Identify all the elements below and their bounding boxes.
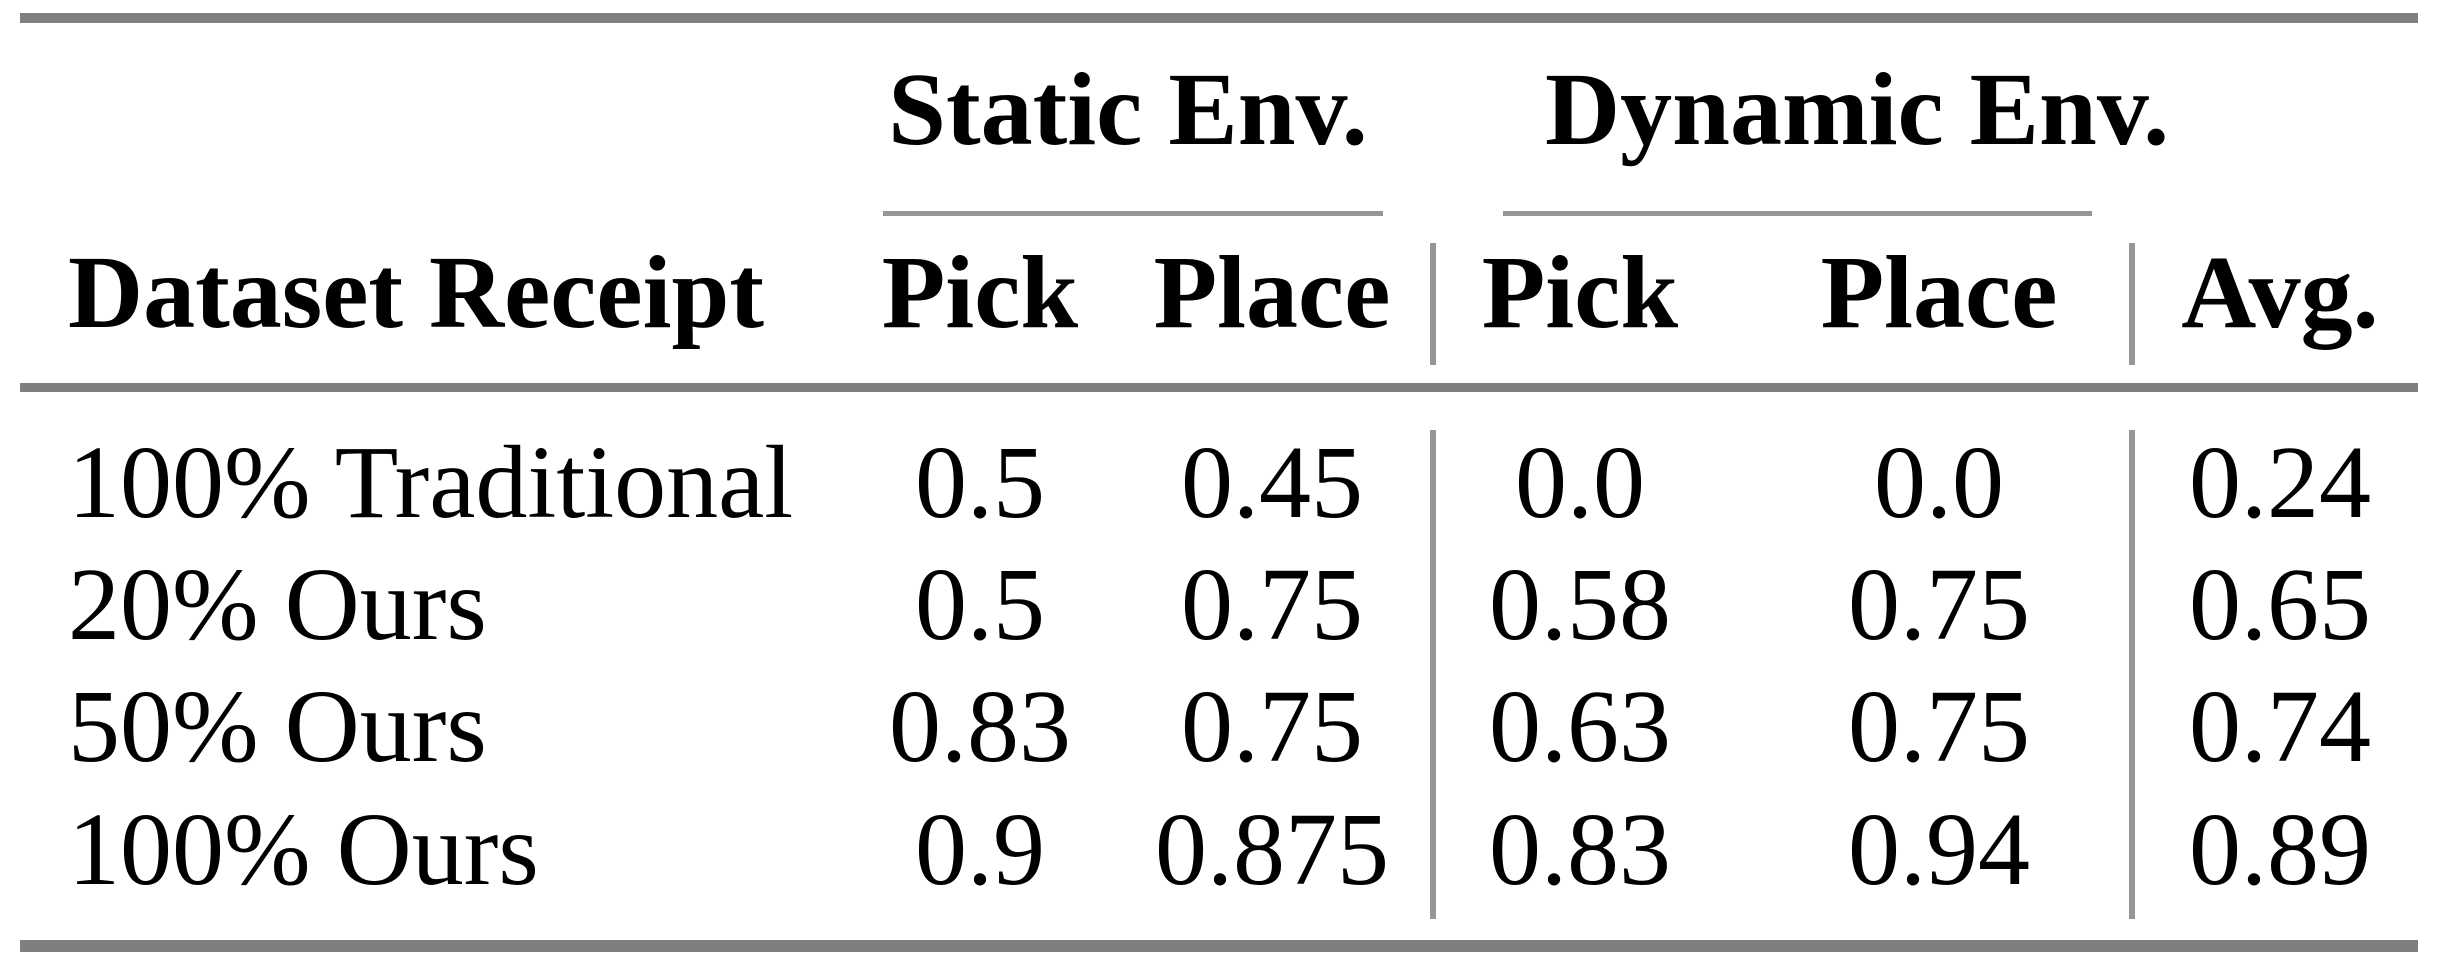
vertical-rule-static-dynamic-header [1430, 243, 1436, 365]
cell-static-pick: 0.83 [889, 669, 1071, 784]
cmidrule-dynamic-env [1503, 211, 2092, 216]
vertical-rule-dynamic-avg-body [2129, 430, 2135, 919]
vertical-rule-dynamic-avg-header [2129, 243, 2135, 365]
cell-dynamic-pick: 0.83 [1489, 792, 1671, 907]
cell-avg: 0.89 [2189, 792, 2371, 907]
cell-static-place: 0.45 [1181, 425, 1363, 540]
cell-static-place: 0.75 [1181, 669, 1363, 784]
header-cell-avg: Avg. [2181, 235, 2379, 350]
cell-dynamic-place: 0.75 [1848, 669, 2030, 784]
row-label: 100% Ours [68, 792, 539, 907]
cell-dynamic-place: 0.94 [1848, 792, 2030, 907]
cell-static-pick: 0.5 [915, 425, 1045, 540]
vertical-rule-static-dynamic-body [1430, 430, 1436, 919]
cmidrule-static-env [883, 211, 1383, 216]
table-top-rule [20, 13, 2418, 23]
table-bottom-rule [20, 940, 2418, 952]
cell-static-place: 0.75 [1181, 547, 1363, 662]
header-cell-dynamic-pick: Pick [1481, 235, 1679, 350]
row-label: 100% Traditional [68, 425, 794, 540]
cell-dynamic-pick: 0.0 [1515, 425, 1645, 540]
cell-dynamic-place: 0.0 [1874, 425, 2004, 540]
cell-avg: 0.24 [2189, 425, 2371, 540]
table-mid-rule [20, 383, 2418, 392]
cell-dynamic-pick: 0.58 [1489, 547, 1671, 662]
cell-static-pick: 0.9 [915, 792, 1045, 907]
cell-static-pick: 0.5 [915, 547, 1045, 662]
cell-dynamic-place: 0.75 [1848, 547, 2030, 662]
cell-dynamic-pick: 0.63 [1489, 669, 1671, 784]
cell-static-place: 0.875 [1155, 792, 1389, 907]
header-cell-dynamic-place: Place [1820, 235, 2058, 350]
group-header-dynamic-env: Dynamic Env. [1545, 52, 2170, 167]
header-cell-static-place: Place [1153, 235, 1391, 350]
cell-avg: 0.65 [2189, 547, 2371, 662]
header-cell-static-pick: Pick [881, 235, 1079, 350]
row-label: 50% Ours [68, 669, 487, 784]
row-label: 20% Ours [68, 547, 487, 662]
header-cell-dataset-receipt: Dataset Receipt [68, 235, 764, 350]
group-header-static-env: Static Env. [888, 52, 1368, 167]
cell-avg: 0.74 [2189, 669, 2371, 784]
